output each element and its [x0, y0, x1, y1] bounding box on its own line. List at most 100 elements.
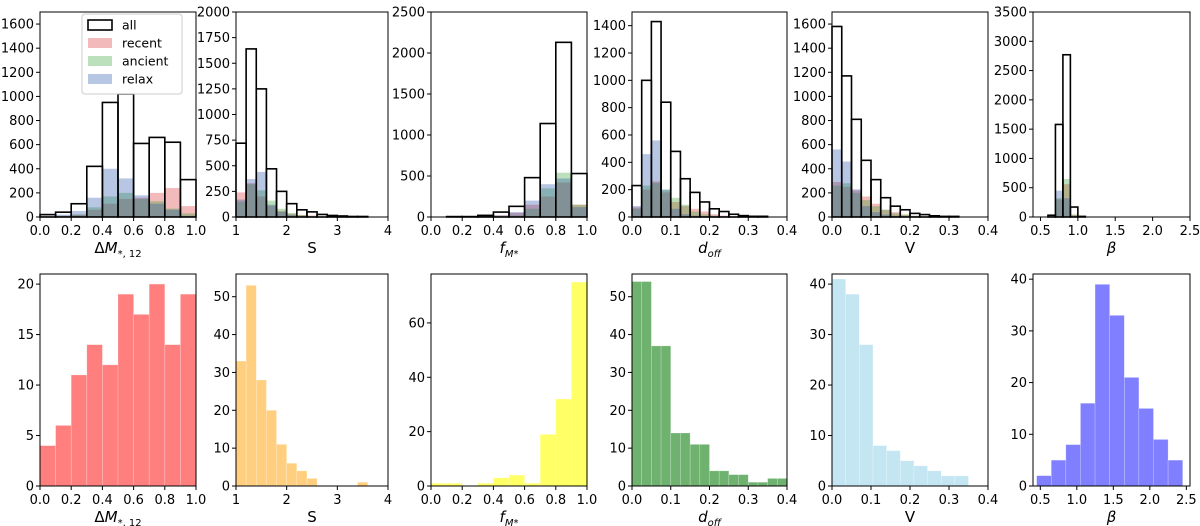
sample-bar: [1065, 444, 1081, 487]
x-tick-label: 0.3: [939, 493, 960, 508]
ancient-bar: [71, 214, 87, 217]
recent-bar: [699, 211, 710, 217]
relax-bar: [1055, 190, 1063, 217]
y-tick-label: 1500: [994, 123, 1027, 138]
sample-bar: [133, 314, 150, 487]
y-tick-label: 30: [809, 328, 826, 343]
ancient-bar: [236, 201, 247, 217]
recent-bar: [651, 181, 662, 217]
sample-bar: [641, 281, 652, 487]
x-tick-label: 2.5: [1176, 493, 1197, 508]
sample-bar: [699, 444, 710, 487]
x-tick-label: 0.4: [92, 493, 113, 508]
y-tick-label: 10: [609, 442, 626, 457]
x-tick-label: 0.6: [123, 224, 144, 239]
sample-bar: [660, 345, 672, 487]
axes-frame: [1032, 11, 1191, 218]
recent-bar: [509, 212, 525, 217]
sample-bar: [913, 465, 928, 487]
relax-bar: [861, 206, 871, 217]
y-tick-label: 10: [17, 379, 34, 394]
y-tick-label: 0: [417, 211, 425, 226]
sample-bar: [1123, 377, 1140, 487]
sample-bar: [539, 434, 557, 487]
ancient-bar: [641, 185, 652, 217]
relax-bar: [276, 211, 287, 217]
sample-bar: [651, 345, 662, 487]
recent-bar: [1062, 184, 1071, 217]
x-tick-label: 1.0: [186, 224, 207, 239]
relax-bar: [540, 184, 556, 217]
sample-bar: [1094, 284, 1110, 487]
sample-bar: [286, 462, 298, 487]
sample-bar: [255, 379, 267, 487]
y-tick-label: 1000: [1, 90, 34, 105]
recent-bar: [246, 183, 257, 217]
recent-bar: [164, 188, 181, 217]
ancient-bar: [149, 201, 165, 217]
recent-bar: [571, 204, 587, 217]
recent-bar: [118, 198, 134, 217]
relax-bar: [871, 212, 881, 217]
sample-bar: [831, 278, 846, 487]
y-tick-label: 10: [809, 429, 826, 444]
sample-bar: [493, 477, 510, 487]
relax-bar: [509, 212, 525, 217]
relax-bar: [632, 206, 642, 217]
axes-frame: [430, 273, 588, 487]
recent-bar: [555, 182, 572, 217]
ancient-bar: [266, 200, 277, 217]
x-tick-label: 0.1: [861, 224, 882, 239]
y-tick-label: 1400: [1, 42, 34, 57]
ancient-bar: [851, 192, 862, 217]
sample-bar: [245, 285, 257, 487]
y-tick-label: 5: [26, 429, 34, 444]
y-tick-label: 600: [601, 129, 626, 144]
ancient-bar: [900, 214, 910, 217]
x-tick-label: 0.6: [514, 224, 535, 239]
x-tick-label: 0.0: [421, 493, 442, 508]
x-tick-label: 0.2: [452, 493, 473, 508]
x-tick-label: 0.8: [154, 224, 175, 239]
sample-bar: [747, 481, 759, 487]
axes-frame: [39, 273, 197, 487]
y-tick-label: 200: [601, 183, 626, 198]
legend-swatch-recent: [88, 38, 112, 48]
relax-bar: [55, 214, 72, 217]
x-tick-label: 0.4: [777, 224, 798, 239]
legend-swatch-ancient: [88, 56, 112, 66]
recent-bar: [236, 192, 247, 217]
all-step-bar: [492, 211, 510, 218]
sample-bar: [1138, 408, 1154, 487]
sample-bar: [508, 474, 525, 487]
y-tick-label: 0: [26, 211, 34, 226]
sample-bar: [954, 475, 969, 487]
x-tick-label: 0.3: [738, 493, 759, 508]
ancient-bar: [286, 212, 297, 217]
y-tick-label: 0: [618, 211, 626, 226]
ancient-bar: [841, 183, 852, 217]
x-axis-label: doff: [698, 239, 723, 260]
x-tick-label: 0.8: [545, 224, 566, 239]
x-axis-label: fM*: [500, 508, 519, 526]
y-tick-label: 0: [818, 211, 826, 226]
x-tick-label: 2: [283, 493, 291, 508]
ancient-bar: [246, 184, 257, 217]
sample-bar: [858, 344, 874, 487]
sample-bar: [718, 470, 730, 487]
x-axis-label: S: [307, 508, 317, 526]
y-tick-label: 20: [809, 379, 826, 394]
recent-bar: [851, 190, 862, 217]
sample-bar: [845, 293, 860, 487]
y-tick-label: 0: [26, 480, 34, 495]
ancient-bar: [276, 208, 287, 217]
recent-bar: [900, 214, 910, 217]
relax-bar: [841, 161, 852, 217]
legend-label-relax: relax: [122, 72, 153, 87]
x-tick-label: 0.8: [154, 493, 175, 508]
sample-bar: [55, 425, 72, 487]
ancient-bar: [880, 209, 891, 217]
y-tick-label: 1000: [593, 74, 626, 89]
y-tick-label: 2500: [994, 64, 1027, 79]
relax-bar: [1062, 198, 1071, 217]
